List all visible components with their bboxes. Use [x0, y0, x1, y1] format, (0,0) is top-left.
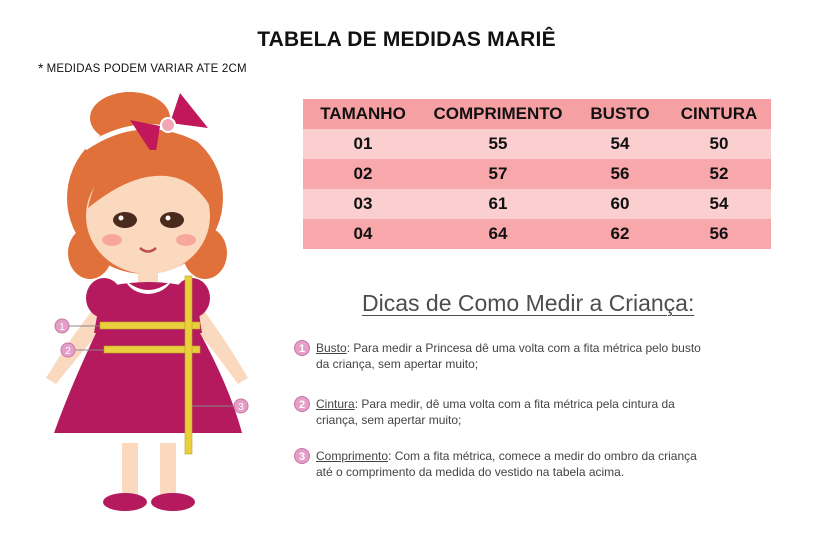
- header-busto: BUSTO: [590, 104, 650, 123]
- tips-title: Dicas de Como Medir a Criança:: [362, 290, 695, 316]
- right-shoe: [151, 493, 195, 511]
- tip-bust: 1 Busto: Para medir a Princesa dê uma vo…: [294, 340, 774, 372]
- disclaimer-text: MEDIDAS PODEM VARIAR ATE 2CM: [46, 63, 247, 75]
- marker-1: [54, 318, 70, 334]
- tip-term: Cintura: [316, 397, 355, 411]
- cell-length: 57: [488, 164, 508, 183]
- header-comprimento: COMPRIMENTO: [433, 104, 563, 123]
- marker-1-label: 1: [59, 322, 65, 333]
- cell-length: 64: [488, 224, 508, 243]
- tip-text-cont: da criança, sem apertar muito;: [316, 357, 479, 371]
- bow-left: [130, 120, 160, 158]
- disclaimer-note: * MEDIDAS PODEM VARIAR ATE 2CM: [38, 60, 247, 76]
- tip-text: : Para medir a Princesa dê uma volta com…: [346, 341, 701, 355]
- cell-waist: 52: [709, 164, 729, 183]
- table-row: 04 64 62 56: [303, 219, 771, 249]
- collar: [125, 280, 172, 294]
- tip-waist: 2 Cintura: Para medir, dê uma volta com …: [294, 396, 774, 428]
- tip-text: : Com a fita métrica, comece a medir do …: [388, 449, 697, 463]
- left-shoe: [103, 493, 147, 511]
- cell-bust: 62: [610, 224, 630, 243]
- tip-body: Busto: Para medir a Princesa dê uma volt…: [316, 340, 774, 372]
- dress-skirt: [54, 333, 242, 433]
- cell-waist: 56: [709, 224, 729, 243]
- tip-term: Comprimento: [316, 449, 389, 463]
- neck: [138, 268, 158, 284]
- cell-waist: 50: [709, 134, 729, 153]
- marker-3-label: 3: [238, 402, 244, 413]
- left-sleeve: [86, 278, 122, 318]
- header-cintura: CINTURA: [680, 104, 758, 123]
- length-tape: [184, 275, 193, 455]
- table-row: 01 55 54 50: [303, 129, 771, 159]
- tip-text: : Para medir, dê uma volta com a fita mé…: [354, 397, 675, 411]
- right-arm: [188, 303, 248, 384]
- bangs: [88, 149, 210, 208]
- bow-knot: [160, 117, 176, 133]
- girl-illustration: 1 2 3: [46, 92, 249, 511]
- cell-bust: 56: [610, 164, 630, 183]
- table-row: 03 61 60 54: [303, 189, 771, 219]
- cell-waist: 54: [709, 194, 729, 213]
- cell-bust: 54: [610, 134, 630, 153]
- right-leg: [160, 443, 176, 498]
- marker-3: [233, 398, 249, 414]
- left-arm: [46, 303, 110, 384]
- marker-2-label: 2: [65, 346, 71, 357]
- cell-length: 61: [488, 194, 508, 213]
- cell-bust: 60: [610, 194, 630, 213]
- left-leg: [122, 443, 138, 498]
- tip-body: Comprimento: Com a fita métrica, comece …: [316, 448, 774, 480]
- cell-size: 04: [353, 224, 373, 243]
- page-title: TABELA DE MEDIDAS MARIÊ: [257, 28, 556, 51]
- table-row: 02 57 56 52: [303, 159, 771, 189]
- asterisk: *: [38, 60, 44, 76]
- tip-term: Busto: [316, 341, 347, 355]
- bow-right: [170, 93, 208, 128]
- left-eye: [113, 212, 137, 228]
- right-cheek: [176, 234, 196, 246]
- right-eye-highlight: [165, 215, 171, 221]
- cell-size: 02: [353, 164, 373, 183]
- number-badge: 1: [294, 340, 310, 356]
- mouth: [139, 247, 157, 253]
- size-table: TAMANHO COMPRIMENTO BUSTO CINTURA 01 55 …: [303, 99, 771, 249]
- left-cheek: [102, 234, 122, 246]
- right-eye: [160, 212, 184, 228]
- left-eye-highlight: [118, 215, 124, 221]
- tip-body: Cintura: Para medir, dê uma volta com a …: [316, 396, 774, 428]
- cell-length: 55: [488, 134, 508, 153]
- tip-text-cont: criança, sem apertar muito;: [316, 413, 462, 427]
- number-badge: 2: [294, 396, 310, 412]
- marker-2: [60, 342, 76, 358]
- table-header-row: TAMANHO COMPRIMENTO BUSTO CINTURA: [303, 99, 771, 129]
- tip-length: 3 Comprimento: Com a fita métrica, comec…: [294, 448, 774, 480]
- tip-text-cont: até o comprimento da medida do vestido n…: [316, 465, 625, 479]
- skirt-lace: [54, 433, 242, 449]
- header-tamanho: TAMANHO: [320, 104, 406, 123]
- number-badge: 3: [294, 448, 310, 464]
- cell-size: 03: [353, 194, 373, 213]
- cell-size: 01: [353, 134, 373, 153]
